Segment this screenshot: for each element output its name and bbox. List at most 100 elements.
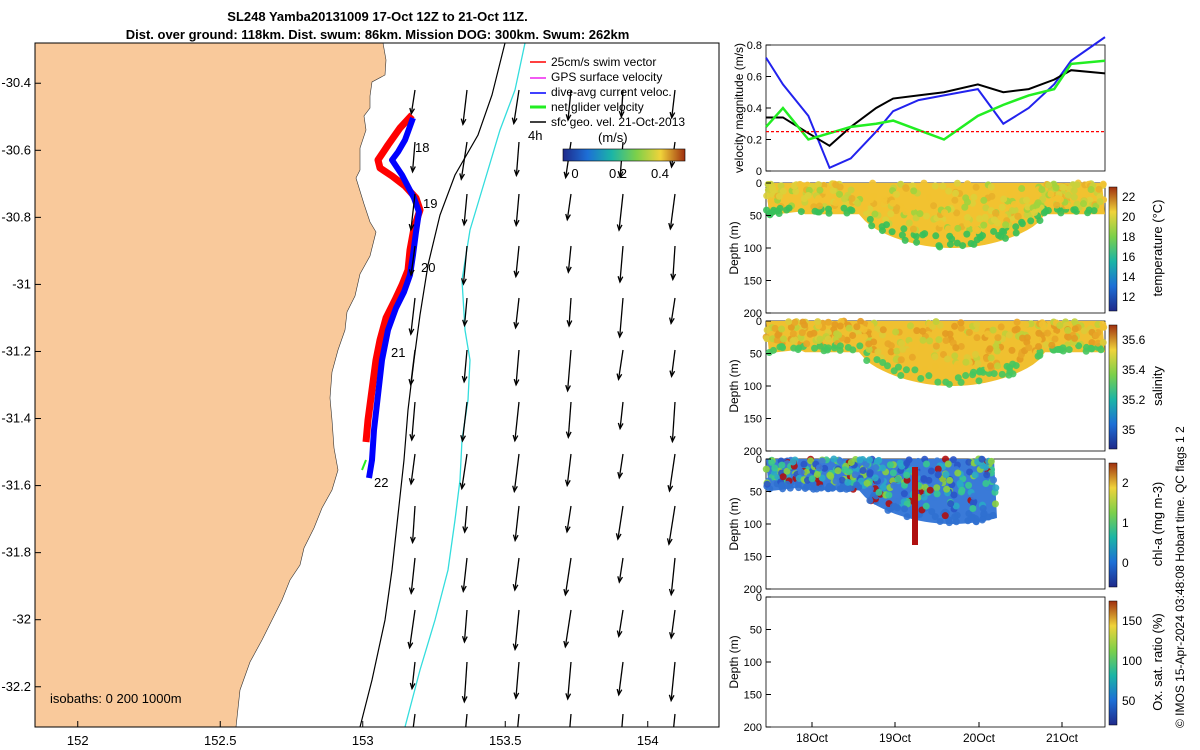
velocity-arrow-head xyxy=(513,692,520,700)
section-sample xyxy=(835,331,843,339)
section-sample xyxy=(965,458,973,466)
section-sample xyxy=(903,459,911,467)
velocity-arrow xyxy=(513,89,520,124)
section-sample xyxy=(997,233,1005,241)
section-sample xyxy=(825,209,833,217)
section-sample xyxy=(922,212,930,220)
section-sample xyxy=(989,511,997,519)
section-sample xyxy=(1011,326,1019,334)
section-sample xyxy=(953,179,961,187)
section-sample xyxy=(922,502,930,510)
speed-colorbar-tick: 0 xyxy=(571,166,578,181)
velocity-arrow-head xyxy=(669,435,676,444)
section-sample xyxy=(926,486,934,494)
section-sample xyxy=(794,480,802,488)
section-colorbar xyxy=(1108,462,1118,588)
velocity-arrow xyxy=(515,141,520,176)
section-sample xyxy=(1095,185,1103,193)
section-sample xyxy=(895,497,903,505)
section-sample xyxy=(916,210,924,218)
section-sample xyxy=(813,470,821,478)
section-sample xyxy=(779,344,787,352)
section-sample xyxy=(807,457,815,465)
section-sample xyxy=(1065,346,1073,354)
land-polygon xyxy=(35,43,387,727)
velocity-arrow-head xyxy=(668,588,675,597)
section-sample xyxy=(934,465,942,473)
velocity-arrow-head xyxy=(564,525,571,534)
section-sample xyxy=(991,500,999,508)
velocity-arrow-head xyxy=(409,682,416,691)
section-sample xyxy=(970,193,978,201)
section-y-tick-label: 50 xyxy=(750,211,762,223)
legend-gps: GPS surface velocity xyxy=(551,70,662,84)
section-sample xyxy=(983,471,991,479)
section-sample xyxy=(763,192,771,200)
section-sample xyxy=(911,209,919,217)
section-sample xyxy=(898,231,906,239)
map-x-tick-label: 153 xyxy=(352,733,374,748)
section-sample xyxy=(785,318,793,326)
velocity-arrow-head xyxy=(512,485,518,494)
section-sample xyxy=(900,225,908,233)
section-sample xyxy=(942,337,950,345)
section-sample xyxy=(990,476,998,484)
section-sample xyxy=(816,342,824,350)
section-sample xyxy=(907,341,915,349)
section-sample xyxy=(794,346,802,354)
section-colorbar xyxy=(1108,186,1118,312)
section-sample xyxy=(912,232,920,240)
velocity-arrow-head xyxy=(461,636,468,644)
section-sample xyxy=(982,204,990,212)
section-sample xyxy=(913,327,921,335)
section-sample xyxy=(922,460,930,468)
section-sample xyxy=(866,470,874,478)
section-sample xyxy=(933,490,941,498)
map-y-tick-label: -31.6 xyxy=(1,478,31,493)
section-sample xyxy=(836,457,844,465)
velocity-arrow xyxy=(515,245,520,277)
section-sample xyxy=(789,330,797,338)
section-sample xyxy=(998,203,1006,211)
section-sample xyxy=(956,479,964,487)
velocity-arrow xyxy=(515,349,520,385)
section-sample xyxy=(885,491,893,499)
section-sample xyxy=(863,479,871,487)
section-colorbar-tick: 1 xyxy=(1122,516,1129,530)
section-sample xyxy=(964,213,972,221)
map-frame xyxy=(34,42,720,728)
section-sample xyxy=(1035,329,1043,337)
section-sample xyxy=(946,240,954,248)
section-colorbar-label: temperature (°C) xyxy=(1150,200,1165,297)
section-y-tick-label: 150 xyxy=(744,552,762,564)
velocity-arrow xyxy=(514,609,520,650)
section-sample xyxy=(865,340,873,348)
section-sample xyxy=(771,324,779,332)
velocity-y-tick-label: 0.6 xyxy=(747,72,762,84)
section-sample xyxy=(963,198,971,206)
section-sample xyxy=(1070,193,1078,201)
section-sample xyxy=(952,502,960,510)
section-sample xyxy=(763,335,771,343)
section-sample xyxy=(1008,346,1016,354)
section-sample xyxy=(1027,320,1035,328)
section-sample xyxy=(897,180,905,188)
section-sample xyxy=(920,493,928,501)
section-sample xyxy=(892,328,900,336)
section-sample xyxy=(893,190,901,198)
velocity-arrow-head xyxy=(669,161,676,169)
map-x-tick-label: 152 xyxy=(67,733,89,748)
map-y-tick-label: -30.6 xyxy=(1,142,31,157)
velocity-arrow xyxy=(410,89,416,114)
section-sample xyxy=(836,190,844,198)
velocity-arrow xyxy=(411,401,416,441)
isobaths-label: isobaths: 0 200 1000m xyxy=(50,691,182,706)
section-ylabel: Depth (m) xyxy=(727,635,741,688)
section-sample xyxy=(1005,364,1013,372)
section-sample xyxy=(925,372,933,380)
section-sample xyxy=(873,356,881,364)
velocity-arrow xyxy=(410,557,416,594)
velocity-arrow xyxy=(513,453,520,492)
velocity-arrow xyxy=(619,297,624,338)
section-sample xyxy=(905,348,913,356)
